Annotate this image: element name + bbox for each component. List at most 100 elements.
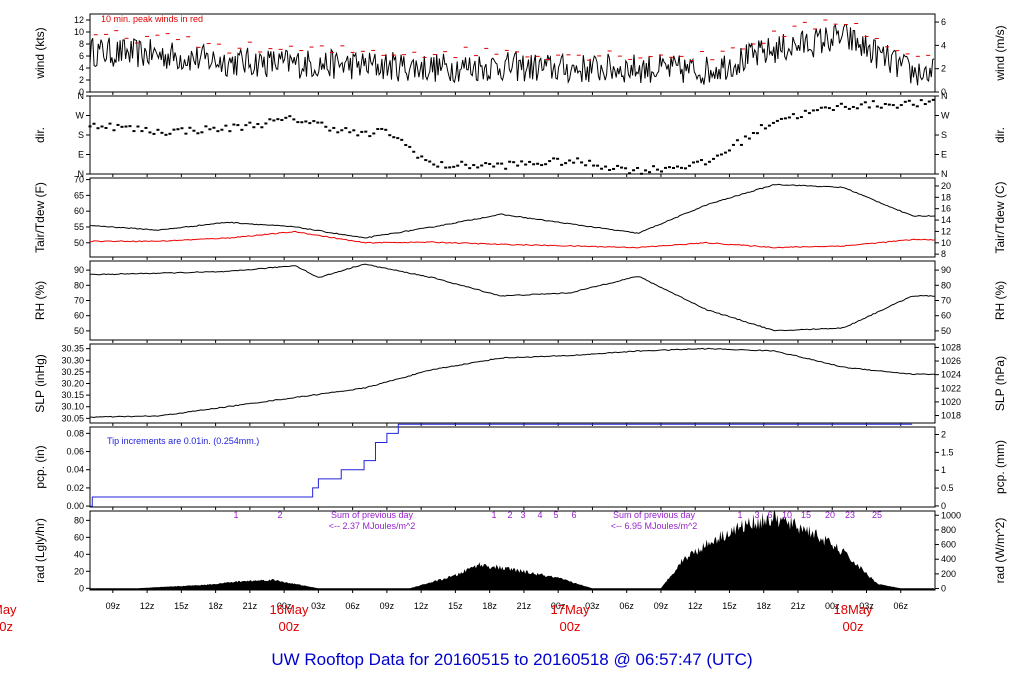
direction-mark: [727, 149, 731, 152]
direction-mark: [680, 166, 683, 169]
ytick-label-right-wind: 2: [941, 64, 946, 74]
direction-mark: [867, 106, 871, 109]
direction-mark: [312, 120, 316, 123]
direction-mark: [931, 98, 935, 101]
ytick-label-right-rh: 70: [941, 296, 951, 306]
direction-mark: [620, 166, 624, 169]
time-tick-label: 18z: [482, 601, 497, 611]
direction-mark: [368, 135, 372, 138]
direction-mark: [360, 130, 364, 133]
time-tick-label: 15z: [722, 601, 737, 611]
day-label: 18May: [833, 602, 873, 617]
direction-mark: [831, 108, 835, 111]
direction-mark: [715, 154, 719, 157]
direction-mark: [236, 124, 240, 127]
direction-mark: [324, 125, 328, 128]
direction-mark: [396, 137, 400, 140]
ytick-label-left-rh: 80: [74, 280, 84, 290]
direction-mark: [372, 132, 376, 135]
ytick-label-right-pcp: 1: [941, 465, 946, 475]
ytick-label-left-pcp: 0.08: [66, 428, 84, 438]
direction-mark: [464, 163, 468, 166]
direction-mark: [903, 100, 907, 103]
direction-mark: [276, 118, 280, 121]
direction-mark: [819, 106, 823, 109]
direction-mark: [664, 166, 668, 169]
direction-mark: [408, 145, 412, 148]
direction-mark: [316, 121, 320, 124]
ytick-label-left-slp: 30.10: [61, 402, 84, 412]
ytick-label-left-wind: 10: [74, 27, 84, 37]
day-label: May: [0, 602, 17, 617]
direction-mark: [116, 123, 120, 126]
direction-mark: [192, 129, 196, 132]
direction-mark: [204, 125, 208, 128]
ytick-label-left-slp: 30.15: [61, 390, 84, 400]
panel-frame-temp: [89, 177, 936, 258]
direction-mark: [176, 128, 180, 131]
direction-mark: [660, 170, 664, 173]
ytick-label-right-temp: 12: [941, 226, 951, 236]
direction-mark: [755, 132, 759, 135]
direction-mark: [907, 99, 911, 102]
ytick-label-right-temp: 20: [941, 181, 951, 191]
direction-mark: [811, 109, 815, 112]
direction-mark: [520, 160, 524, 163]
ytick-label-right-rh: 80: [941, 280, 951, 290]
direction-mark: [216, 130, 220, 133]
direction-mark: [104, 126, 108, 129]
direction-mark: [124, 125, 128, 128]
direction-mark: [887, 103, 891, 106]
direction-mark: [775, 119, 779, 122]
direction-mark: [284, 116, 288, 119]
direction-mark: [168, 132, 172, 135]
direction-mark: [596, 164, 600, 167]
day-sublabel: 00z: [843, 619, 864, 634]
ytick-label-left-wind: 4: [79, 63, 84, 73]
direction-mark: [132, 130, 136, 133]
tip-increment-note: Tip increments are 0.01in. (0.254mm.): [107, 436, 259, 446]
ylabel-right-wind: wind (m/s): [993, 25, 1007, 81]
time-tick-label: 21z: [243, 601, 258, 611]
ytick-label-right-dir: S: [941, 130, 947, 140]
daily-sum-note: Sum of previous day: [331, 510, 414, 520]
series-line-temp-1: [89, 230, 935, 249]
day-label: 16May: [269, 602, 309, 617]
direction-mark: [719, 153, 723, 156]
direction-mark: [260, 126, 264, 129]
ytick-label-left-wind: 6: [79, 51, 84, 61]
direction-mark: [420, 155, 424, 158]
direction-mark: [496, 162, 500, 165]
tip-number: 2: [507, 510, 512, 520]
direction-mark: [911, 103, 915, 106]
direction-mark: [480, 164, 484, 167]
time-tick-label: 00z: [551, 601, 566, 611]
day-sublabel: 00z: [0, 619, 13, 634]
direction-mark: [544, 163, 548, 166]
direction-mark: [320, 121, 324, 124]
direction-mark: [807, 112, 811, 115]
direction-mark: [196, 132, 200, 135]
direction-mark: [711, 157, 715, 160]
direction-mark: [380, 127, 384, 130]
ytick-label-left-pcp: 0.06: [66, 447, 84, 457]
daily-sum-note: Sum of previous day: [613, 510, 696, 520]
direction-mark: [212, 126, 216, 129]
direction-mark: [468, 167, 472, 170]
direction-mark: [364, 130, 368, 133]
direction-mark: [444, 166, 448, 169]
ytick-label-right-rh: 90: [941, 265, 951, 275]
direction-mark: [771, 121, 775, 124]
ytick-label-left-temp: 60: [74, 206, 84, 216]
direction-mark: [188, 126, 192, 129]
ylabel-left-wind: wind (kts): [33, 27, 47, 79]
ytick-label-right-wind: 6: [941, 17, 946, 27]
direction-mark: [488, 162, 492, 165]
direction-mark: [791, 113, 795, 116]
direction-mark: [432, 163, 436, 166]
direction-mark: [440, 161, 444, 164]
direction-mark: [164, 133, 168, 136]
direction-mark: [915, 105, 919, 108]
direction-mark: [332, 126, 336, 129]
